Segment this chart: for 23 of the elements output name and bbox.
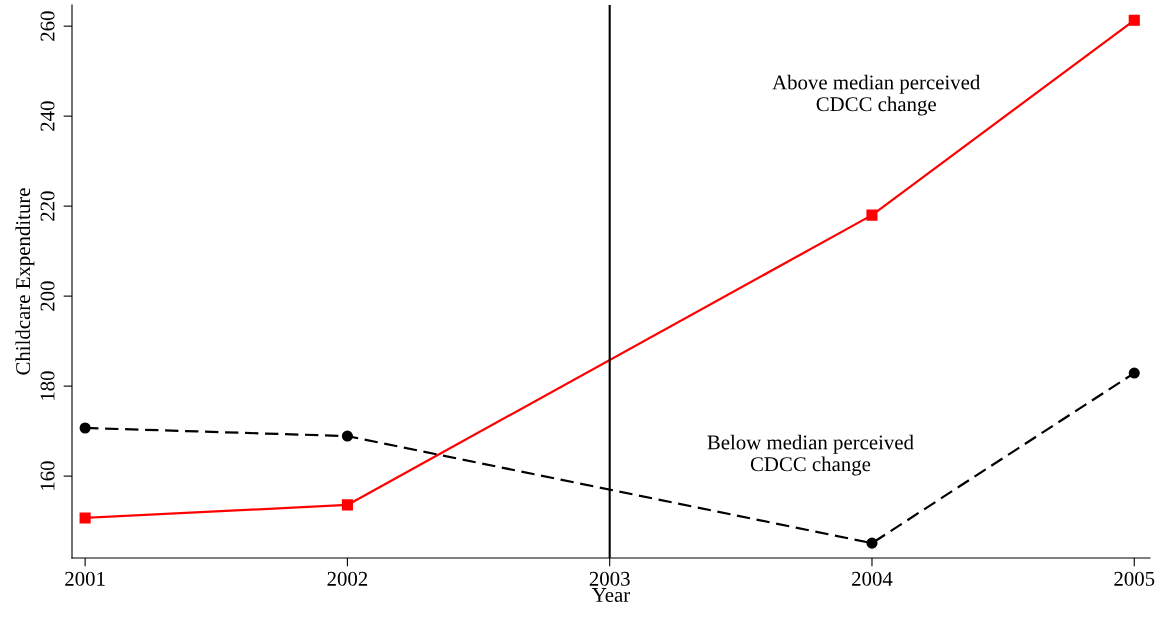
y-tick-label: 200: [40, 281, 55, 311]
point: [79, 422, 91, 434]
y-tick-label: 180: [40, 371, 55, 400]
point: [866, 537, 878, 549]
x-tick-label: 2003: [589, 571, 630, 586]
point: [341, 430, 353, 442]
point: [341, 499, 353, 511]
x-axis-title: Year: [592, 588, 631, 602]
y-tick-label: 260: [40, 11, 55, 41]
y-tick-label: 240: [40, 101, 55, 131]
point: [79, 512, 91, 524]
point: [1128, 14, 1140, 26]
x-tick-label: 2005: [1114, 571, 1155, 586]
x-tick-label: 2004: [852, 571, 893, 586]
annotation: Below median perceived CDCC change: [707, 434, 914, 476]
y-tick-label: 220: [40, 191, 55, 221]
annotation: Above median perceived CDCC change: [772, 74, 981, 116]
x-tick-label: 2002: [327, 571, 368, 586]
point: [866, 209, 878, 221]
y-axis-title: Childcare Expenditure: [15, 188, 35, 375]
x-tick-label: 2001: [65, 571, 105, 586]
y-tick-label: 160: [40, 461, 55, 490]
point: [1128, 367, 1140, 379]
